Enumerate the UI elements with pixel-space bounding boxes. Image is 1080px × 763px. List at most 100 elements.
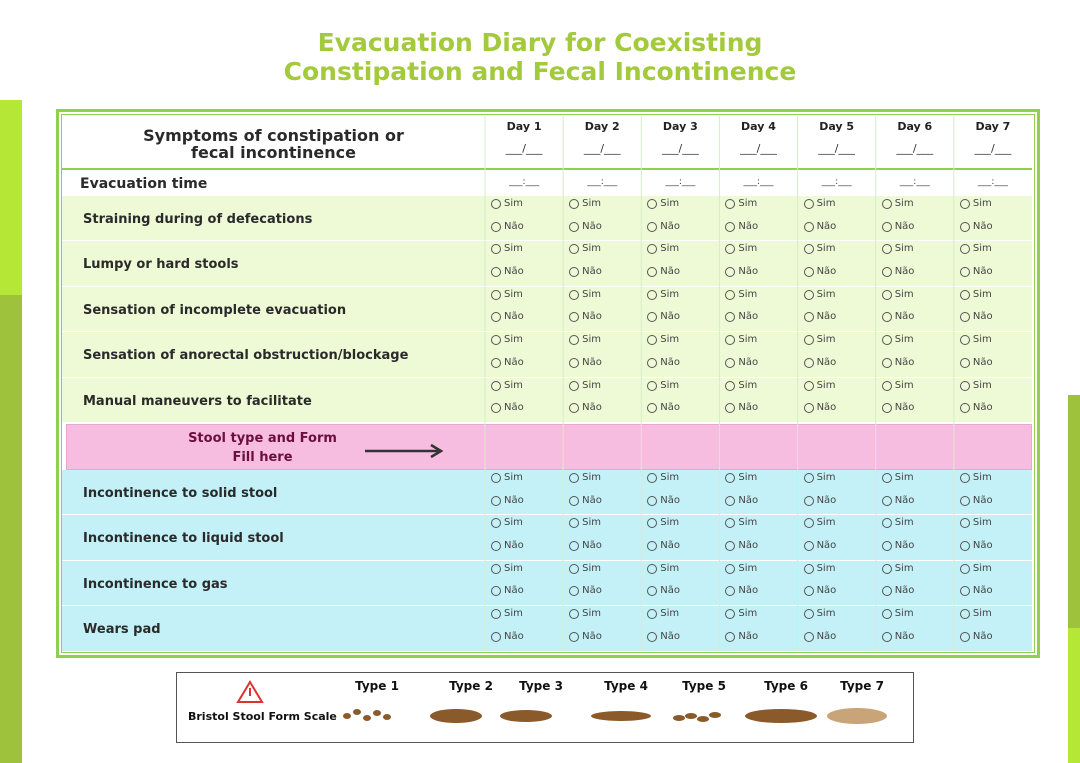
type-label: Type 1 (355, 679, 399, 693)
option-label: Sim (816, 198, 836, 209)
type-label: Type 2 (449, 679, 493, 693)
radio (569, 518, 580, 529)
row-bg (62, 241, 1032, 287)
time-placeholder: ___:___ (587, 177, 618, 187)
option-label: Sim (816, 562, 836, 574)
option-label: Não (738, 402, 759, 414)
option-label: Sim (504, 517, 523, 529)
row-bg (62, 286, 1032, 333)
bristol-box (176, 672, 914, 743)
date-placeholder: ___/___ (740, 142, 777, 155)
option-label: Sim (582, 379, 602, 391)
radio (647, 473, 658, 483)
radio (959, 357, 970, 368)
radio (959, 586, 970, 597)
option-label: Sim (582, 608, 602, 620)
stool-icon (827, 708, 887, 724)
radio (803, 312, 814, 323)
option-label: Sim (504, 334, 523, 346)
row-label: Incontinence to solid stool (83, 486, 278, 501)
option-label: Não (504, 494, 524, 506)
radio (881, 403, 892, 414)
radio (491, 244, 501, 255)
option-label: Sim (504, 472, 523, 483)
radio (725, 289, 736, 300)
option-label: Sim (660, 379, 680, 391)
option-label: Não (660, 265, 681, 277)
option-label: Sim (504, 198, 523, 209)
option-label: Não (816, 630, 837, 642)
option-label: Não (504, 311, 524, 323)
option-label: Não (738, 220, 759, 232)
option-label: Não (972, 539, 993, 551)
option-label: Não (582, 494, 602, 506)
option-label: Não (894, 356, 915, 368)
radio (959, 266, 970, 277)
option-label: Não (582, 220, 602, 232)
radio (647, 199, 658, 209)
radio (569, 403, 580, 414)
option-label: Não (972, 630, 993, 642)
day-label: Day 1 (506, 120, 542, 133)
radio (959, 312, 970, 323)
radio (569, 609, 580, 620)
time-placeholder: ___:___ (743, 177, 774, 187)
header-label: fecal incontinence (191, 143, 356, 162)
radio (803, 357, 814, 368)
radio (491, 266, 501, 277)
day-label: Day 7 (975, 120, 1011, 133)
option-label: Sim (738, 288, 758, 300)
header-bg (62, 116, 1032, 170)
side-bar (1068, 395, 1080, 628)
title: Evacuation Diary for Coexisting (317, 28, 763, 57)
radio (803, 540, 814, 551)
radio (647, 631, 658, 642)
option-label: Não (582, 585, 602, 597)
stool-subtitle: Fill here (232, 450, 293, 465)
radio (959, 335, 970, 346)
row-label: Sensation of incomplete evacuation (83, 302, 347, 318)
radio (491, 312, 501, 323)
row-bg (62, 470, 1032, 516)
row-label: Sensation of anorectal obstruction/block… (83, 348, 409, 364)
option-label: Não (972, 494, 993, 506)
day-label: Day 6 (897, 120, 933, 133)
title: Constipation and Fecal Incontinence (283, 57, 797, 86)
option-label: Não (582, 402, 602, 414)
stool-title: Stool type and Form (188, 431, 337, 446)
option-label: Não (972, 402, 993, 414)
radio (959, 380, 970, 391)
option-label: Não (660, 402, 681, 414)
radio (881, 631, 892, 642)
stool-icon (673, 715, 685, 721)
radio (569, 586, 580, 597)
radio (881, 540, 892, 551)
radio (881, 266, 892, 277)
radio (491, 199, 501, 209)
option-label: Sim (660, 243, 680, 255)
radio (569, 289, 580, 300)
option-label: Sim (972, 517, 992, 529)
radio (803, 586, 814, 597)
option-label: Sim (816, 517, 836, 529)
option-label: Sim (660, 562, 680, 574)
radio (803, 244, 814, 255)
option-label: Sim (894, 562, 914, 574)
stool-icon (500, 710, 552, 722)
warning-icon (236, 680, 264, 703)
radio (881, 563, 892, 574)
option-label: Sim (894, 517, 914, 529)
date-placeholder: ___/___ (583, 142, 621, 155)
option-label: Não (894, 539, 915, 551)
option-label: Não (504, 402, 524, 414)
stool-icon (430, 709, 482, 723)
radio (491, 403, 501, 414)
option-label: Sim (504, 243, 523, 255)
option-label: Sim (972, 608, 992, 620)
row-label: Manual maneuvers to facilitate (83, 393, 312, 409)
radio (491, 335, 501, 346)
row-bg (62, 172, 1032, 196)
radio (491, 586, 501, 597)
radio (491, 631, 501, 642)
